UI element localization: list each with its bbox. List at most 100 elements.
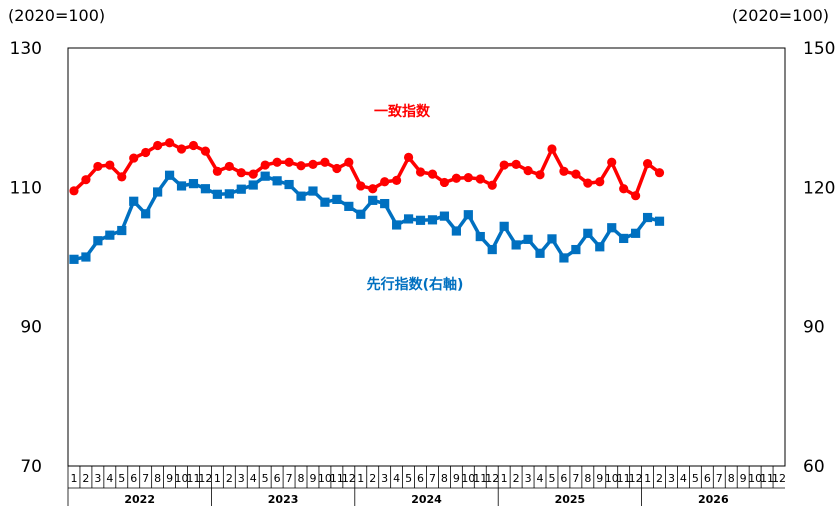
left-axis-tick-label: 70 (20, 457, 42, 477)
data-point-series-2 (308, 186, 318, 196)
month-tick-label: 4 (537, 472, 544, 485)
data-point-series-2 (463, 210, 473, 220)
data-point-series-2 (69, 254, 79, 264)
data-point-series-1 (511, 159, 521, 169)
month-tick-label: 2 (513, 472, 520, 485)
data-point-series-2 (164, 170, 175, 180)
data-point-series-2 (499, 221, 509, 231)
data-point-series-2 (654, 216, 665, 226)
data-point-series-1 (439, 177, 450, 188)
data-point-series-2 (141, 209, 151, 219)
data-point-series-1 (559, 166, 569, 176)
data-point-series-2 (642, 212, 653, 223)
left-axis-tick-label: 90 (20, 318, 42, 338)
month-tick-label: 5 (405, 472, 412, 485)
data-point-series-2 (475, 231, 485, 242)
data-point-series-2 (571, 244, 581, 255)
data-point-series-2 (224, 189, 234, 199)
month-tick-label: 10 (318, 472, 332, 485)
data-point-series-1 (487, 180, 497, 190)
month-tick-label: 11 (760, 472, 774, 485)
month-tick-label: 10 (748, 472, 762, 485)
data-point-series-2 (631, 228, 641, 238)
month-tick-label: 3 (94, 472, 101, 485)
data-point-series-2 (153, 187, 163, 197)
month-tick-label: 4 (393, 472, 400, 485)
month-tick-label: 11 (186, 472, 200, 485)
data-point-series-2 (188, 179, 199, 189)
month-tick-label: 7 (286, 472, 293, 485)
data-point-series-2 (93, 236, 103, 246)
month-tick-label: 4 (680, 472, 687, 485)
data-point-series-1 (654, 168, 665, 178)
data-point-series-2 (344, 201, 354, 211)
series-label-coincident: 一致指数 (374, 103, 431, 120)
right-axis-unit: (2020=100) (731, 6, 829, 25)
data-point-series-1 (368, 184, 378, 194)
month-tick-label: 3 (381, 472, 388, 485)
month-tick-label: 5 (118, 472, 125, 485)
month-tick-label: 9 (166, 472, 173, 485)
data-point-series-1 (176, 144, 187, 154)
data-point-series-2 (176, 181, 187, 191)
month-tick-label: 2 (82, 472, 89, 485)
month-tick-label: 11 (617, 472, 631, 485)
month-tick-label: 5 (548, 472, 555, 485)
data-point-series-2 (380, 198, 390, 209)
data-point-series-1 (188, 140, 199, 151)
data-point-series-1 (631, 191, 641, 201)
year-label: 2026 (698, 493, 729, 506)
data-point-series-1 (427, 169, 438, 179)
data-point-series-1 (93, 161, 103, 172)
data-point-series-1 (499, 160, 509, 170)
month-tick-label: 1 (70, 472, 77, 485)
month-tick-label: 12 (772, 472, 786, 485)
data-point-series-2 (236, 184, 246, 194)
year-label: 2023 (268, 493, 299, 506)
data-point-series-2 (427, 215, 438, 225)
month-tick-label: 6 (417, 472, 424, 485)
month-tick-label: 10 (175, 472, 189, 485)
month-tick-label: 8 (441, 472, 448, 485)
data-point-series-2 (212, 189, 222, 199)
month-tick-label: 6 (560, 472, 567, 485)
data-point-series-2 (583, 228, 593, 238)
data-point-series-2 (619, 233, 629, 244)
month-tick-label: 12 (198, 472, 212, 485)
month-tick-label: 11 (473, 472, 487, 485)
data-point-series-2 (451, 226, 461, 236)
month-tick-label: 5 (262, 472, 269, 485)
data-point-series-1 (212, 166, 222, 176)
data-point-series-1 (320, 157, 330, 167)
series-label-leading: 先行指数(右軸) (367, 276, 464, 293)
year-label: 2024 (411, 493, 442, 506)
month-tick-label: 7 (429, 472, 436, 485)
data-point-series-2 (439, 211, 450, 221)
month-tick-label: 12 (342, 472, 356, 485)
data-point-series-2 (535, 248, 545, 258)
data-point-series-1 (607, 157, 617, 167)
right-axis-tick-label: 120 (803, 178, 835, 198)
month-tick-label: 3 (238, 472, 245, 485)
month-tick-label: 2 (369, 472, 376, 485)
data-point-series-1 (475, 174, 485, 184)
month-tick-label: 7 (142, 472, 149, 485)
month-tick-label: 6 (704, 472, 711, 485)
data-point-series-1 (451, 173, 461, 183)
data-point-series-2 (547, 234, 557, 244)
month-tick-label: 3 (525, 472, 532, 485)
right-axis-tick-label: 90 (803, 318, 825, 338)
data-point-series-1 (224, 161, 234, 172)
data-point-series-1 (200, 146, 211, 156)
data-point-series-1 (117, 172, 127, 182)
data-point-series-2 (356, 209, 366, 219)
month-tick-label: 5 (692, 472, 699, 485)
data-point-series-2 (200, 184, 211, 194)
data-point-series-1 (535, 170, 545, 180)
right-axis-tick-label: 60 (803, 457, 825, 477)
month-tick-label: 4 (106, 472, 113, 485)
data-point-series-1 (356, 181, 366, 191)
month-tick-label: 6 (130, 472, 137, 485)
data-point-series-1 (344, 157, 354, 167)
data-point-series-1 (332, 163, 342, 174)
